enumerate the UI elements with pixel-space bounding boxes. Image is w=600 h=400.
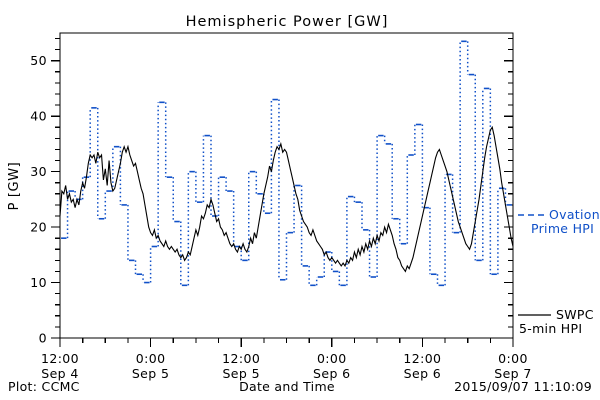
y-tick-label: 20 <box>30 220 47 235</box>
x-tick-time: 0:00 <box>136 351 166 366</box>
chart-title: Hemispheric Power [GW] <box>186 14 389 30</box>
y-tick-label: 10 <box>30 275 47 290</box>
x-tick-time: 12:00 <box>41 351 79 366</box>
series-swpc-5min-hpi <box>59 125 514 273</box>
y-tick-label: 50 <box>30 53 47 68</box>
y-axis-label: P [GW] <box>7 162 22 211</box>
x-tick-time: 0:00 <box>317 351 347 366</box>
legend-label-swpc-line1: SWPC <box>556 307 594 322</box>
x-tick-date: Sep 7 <box>494 366 532 381</box>
y-axis-tick-labels: 0 10 20 30 40 50 <box>30 53 47 346</box>
x-tick-date: Sep 5 <box>132 366 170 381</box>
x-tick-date: Sep 6 <box>313 366 351 381</box>
legend-swpc: SWPC 5-min HPI <box>518 307 594 336</box>
x-tick-time: 0:00 <box>498 351 528 366</box>
plot-timestamp: 2015/09/07 11:10:09 <box>454 379 592 394</box>
x-axis-label: Date and Time <box>239 379 335 394</box>
y-axis-ticks <box>51 37 513 339</box>
y-tick-label: 0 <box>39 331 47 346</box>
x-axis-ticks <box>59 338 514 347</box>
legend-label-ovation-line2: Prime HPI <box>531 221 594 236</box>
y-tick-label: 40 <box>30 109 47 124</box>
legend-label-swpc-line2: 5-min HPI <box>519 321 582 336</box>
legend-label-ovation-line1: Ovation <box>549 207 600 222</box>
y-tick-label: 30 <box>30 164 47 179</box>
x-tick-time: 12:00 <box>403 351 441 366</box>
plot-credit: Plot: CCMC <box>8 379 80 394</box>
x-tick-date: Sep 6 <box>404 366 442 381</box>
series-ovation-prime-hpi <box>61 40 512 287</box>
x-tick-time: 12:00 <box>222 351 260 366</box>
x-tick-date: Sep 5 <box>222 366 260 381</box>
legend-ovation: Ovation Prime HPI <box>518 207 600 236</box>
x-tick-date: Sep 4 <box>41 366 79 381</box>
